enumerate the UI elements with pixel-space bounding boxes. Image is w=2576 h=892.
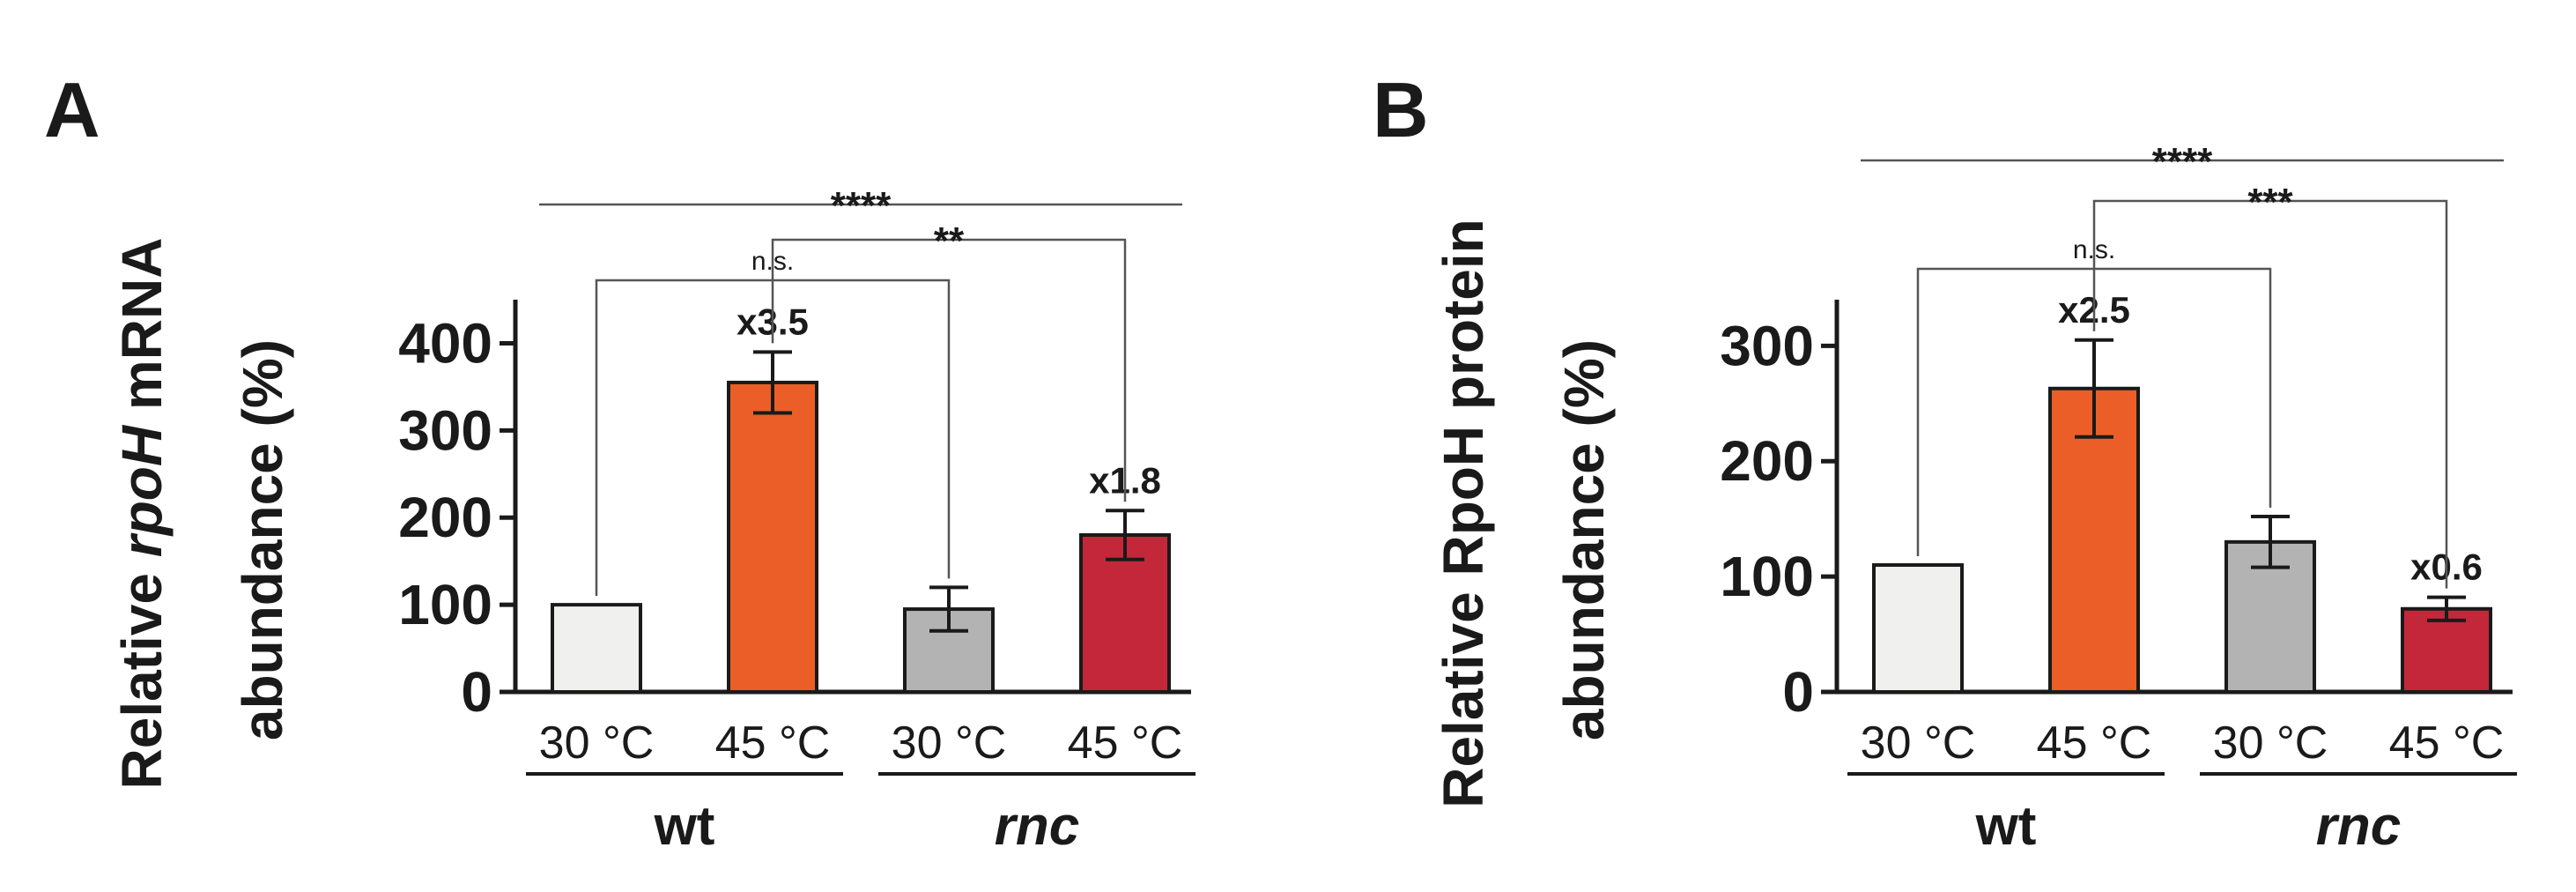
x-tick-label: 30 °C: [892, 717, 1007, 769]
panel-letter: B: [1373, 66, 1429, 153]
group-label: wt: [654, 796, 715, 857]
bar: [1872, 563, 1964, 694]
significance-bracket: [771, 238, 1127, 502]
bar: [2401, 606, 2492, 694]
bar: [727, 380, 818, 694]
x-tick-label: 45 °C: [715, 717, 831, 769]
significance-label: ***: [2247, 181, 2293, 224]
panel-a: A Relative rpoH mRNA abundance (%) 0 100 200 3…: [44, 66, 1195, 857]
y-axis-label-line2: abundance (%): [231, 339, 294, 740]
group-label: rnc: [995, 796, 1079, 857]
bar: [551, 603, 642, 694]
bar: [2048, 386, 2140, 694]
x-tick-label: 30 °C: [539, 717, 655, 769]
y-tick-label: 300: [398, 398, 492, 462]
significance-label: ****: [831, 184, 892, 227]
group-label: wt: [1975, 796, 2037, 857]
significance-label: **: [934, 219, 965, 263]
x-tick-label: 30 °C: [2213, 717, 2328, 769]
bar: [903, 607, 995, 694]
x-tick-label: 45 °C: [2389, 717, 2505, 769]
y-tick-label: 400: [398, 311, 492, 375]
y-tick-label: 0: [461, 660, 492, 724]
y-axis-label-part: Relative RpoH: [1432, 426, 1495, 808]
y-tick-label: 0: [1782, 660, 1814, 724]
y-tick-label: 200: [1720, 429, 1814, 493]
y-axis-label-line2: abundance (%): [1552, 339, 1616, 740]
significance-bracket: [2092, 199, 2448, 589]
y-axis-label-line1: Relative RpoH protein: [1432, 219, 1495, 808]
y-tick-label: 300: [1720, 314, 1814, 377]
x-tick-label: 45 °C: [1068, 717, 1183, 769]
panel-b: B Relative RpoH protein abundance (%) 0 100 2…: [1373, 66, 2517, 857]
y-tick-label: 100: [398, 573, 492, 636]
y-tick-label: 200: [398, 486, 492, 549]
group-label: rnc: [2316, 796, 2401, 857]
x-tick-label: 45 °C: [2037, 717, 2152, 769]
y-tick-label: 100: [1720, 545, 1814, 608]
panel-letter: A: [44, 66, 100, 153]
y-axis-label-part: mRNA: [110, 238, 174, 426]
y-axis-label-line1: Relative rpoH mRNA: [110, 238, 174, 790]
significance-label: ****: [2152, 140, 2213, 183]
y-axis-label-part: protein: [1432, 219, 1495, 426]
y-axis-label-part: Relative: [110, 557, 174, 789]
x-tick-label: 30 °C: [1861, 717, 1976, 769]
y-axis-label-gene: rpoH: [110, 424, 174, 557]
